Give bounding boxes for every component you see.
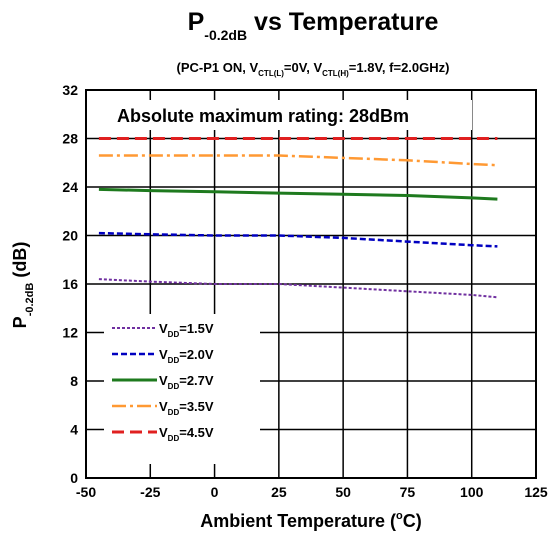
- y-tick-label: 12: [62, 325, 78, 341]
- legend-label: VDD=2.7V: [159, 373, 214, 391]
- subtitle-part1: (PC-P1 ON, V: [177, 60, 259, 75]
- legend-label: VDD=1.5V: [159, 321, 214, 339]
- subtitle-part3: =1.8V, f=2.0GHz): [349, 60, 450, 75]
- subtitle-sub2: CTL(H): [322, 69, 349, 78]
- subtitle-part2: =0V, V: [284, 60, 323, 75]
- ylabel-main: P: [10, 316, 30, 328]
- y-tick-label: 0: [70, 470, 78, 486]
- legend-box: [104, 314, 260, 464]
- x-tick-label: 50: [335, 484, 351, 500]
- title-sub: -0.2dB: [204, 27, 247, 43]
- x-tick-labels: -50 -25 0 25 50 75 100 125: [76, 484, 548, 500]
- xlabel-sup: o: [396, 510, 403, 522]
- y-tick-label: 8: [70, 373, 78, 389]
- x-tick-label: 0: [211, 484, 219, 500]
- annotation-text: Absolute maximum rating: 28dBm: [117, 106, 409, 126]
- x-tick-label: 100: [460, 484, 484, 500]
- chart-title: P-0.2dB vs Temperature: [188, 8, 439, 43]
- x-tick-label: 125: [524, 484, 548, 500]
- ylabel-rest: (dB): [10, 242, 30, 283]
- y-tick-label: 4: [70, 422, 78, 438]
- x-tick-label: 75: [400, 484, 416, 500]
- y-axis-label: P-0.2dB (dB): [10, 242, 36, 329]
- series-group: [98, 137, 498, 299]
- title-rest: vs Temperature: [247, 8, 438, 36]
- series-line-4: [98, 154, 498, 167]
- xlabel-rest: C): [403, 511, 422, 531]
- y-tick-label: 16: [62, 276, 78, 292]
- ylabel-sub: -0.2dB: [24, 283, 36, 317]
- series-line-2: [98, 231, 498, 248]
- legend: VDD=1.5V VDD=2.0V VDD=2.7V VDD=3.5V VDD=4.5V: [112, 321, 214, 443]
- series-line-3: [98, 187, 498, 201]
- legend-label: VDD=3.5V: [159, 399, 214, 417]
- legend-label: VDD=4.5V: [159, 425, 214, 443]
- y-tick-labels: 0 4 8 12 16 20 24 28 32: [62, 82, 78, 486]
- plot-frame: [85, 89, 537, 479]
- series-line-1: [98, 278, 498, 299]
- x-tick-label: -50: [76, 484, 96, 500]
- x-tick-label: 25: [271, 484, 287, 500]
- xlabel-main: Ambient Temperature (: [200, 511, 396, 531]
- x-tick-label: -25: [140, 484, 160, 500]
- y-tick-label: 20: [62, 228, 78, 244]
- x-axis-label: Ambient Temperature (oC): [200, 510, 421, 531]
- legend-label: VDD=2.0V: [159, 347, 214, 365]
- chart-subtitle: (PC-P1 ON, VCTL(L)=0V, VCTL(H)=1.8V, f=2…: [177, 60, 450, 78]
- annotation-box: [108, 100, 472, 130]
- subtitle-sub1: CTL(L): [258, 69, 284, 78]
- title-main: P: [188, 8, 205, 36]
- y-tick-label: 24: [62, 179, 78, 195]
- y-tick-label: 32: [62, 82, 78, 98]
- y-tick-label: 28: [62, 131, 78, 147]
